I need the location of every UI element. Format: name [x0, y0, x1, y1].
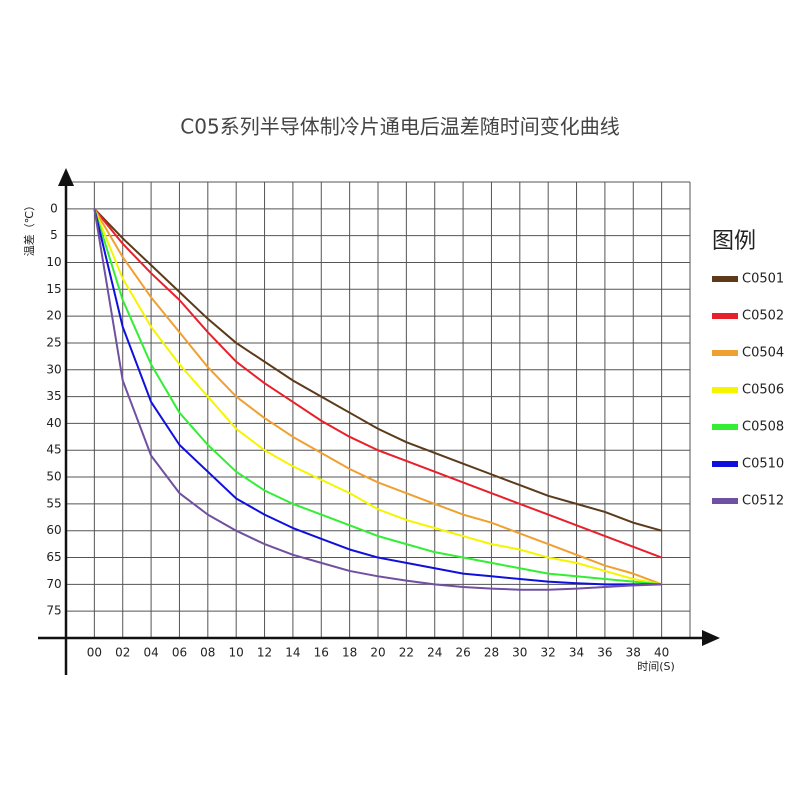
legend-label: C0508	[742, 420, 784, 435]
y-tick-label: 75	[46, 604, 61, 618]
x-tick-label: 22	[399, 646, 414, 660]
y-tick-label: 30	[46, 362, 61, 376]
y-tick-label: 40	[46, 416, 61, 430]
y-axis-arrow	[58, 168, 74, 186]
y-axis-label: 温差（℃）	[22, 200, 36, 256]
y-tick-label: 5	[50, 228, 58, 242]
x-axis-label: 时间(S)	[637, 660, 675, 673]
series-line	[93, 208, 662, 532]
legend-swatch	[712, 350, 738, 356]
legend-swatch	[712, 313, 738, 319]
legend-swatch	[712, 276, 738, 282]
x-tick-label: 34	[569, 646, 584, 660]
y-tick-label: 45	[46, 443, 61, 457]
x-tick-label: 10	[229, 646, 244, 660]
series-line	[93, 208, 662, 591]
legend-swatch	[712, 387, 738, 393]
legend-label: C0502	[742, 309, 784, 324]
x-tick-label: 38	[626, 646, 641, 660]
x-axis-arrow	[702, 630, 720, 646]
x-tick-label: 00	[87, 646, 102, 660]
legend-swatch	[712, 461, 738, 467]
chart-title: C05系列半导体制冷片通电后温差随时间变化曲线	[180, 115, 619, 139]
y-tick-label: 60	[46, 523, 61, 537]
y-tick-label: 35	[46, 389, 61, 403]
y-tick-label: 50	[46, 470, 61, 484]
legend-label: C0506	[742, 383, 784, 398]
x-tick-label: 12	[257, 646, 272, 660]
y-tick-label: 65	[46, 550, 61, 564]
x-tick-label: 36	[597, 646, 612, 660]
x-tick-label: 04	[143, 646, 158, 660]
legend-label: C0512	[742, 494, 784, 509]
legend-label: C0504	[742, 346, 784, 361]
x-tick-label: 06	[172, 646, 187, 660]
legend-label: C0510	[742, 457, 784, 472]
x-tick-label: 14	[285, 646, 300, 660]
legend-title: 图例	[712, 229, 756, 254]
series-line	[93, 208, 662, 586]
series-line	[93, 208, 662, 559]
y-tick-label: 15	[46, 282, 61, 296]
x-tick-label: 18	[342, 646, 357, 660]
x-tick-label: 26	[455, 646, 470, 660]
x-tick-label: 20	[370, 646, 385, 660]
series-line	[93, 208, 662, 586]
x-tick-label: 28	[484, 646, 499, 660]
y-tick-label: 70	[46, 577, 61, 591]
y-tick-label: 25	[46, 335, 61, 349]
series-line	[93, 208, 662, 586]
x-tick-label: 16	[314, 646, 329, 660]
y-tick-label: 10	[46, 255, 61, 269]
x-tick-label: 40	[654, 646, 669, 660]
x-tick-label: 30	[512, 646, 527, 660]
y-tick-label: 20	[46, 309, 61, 323]
legend-label: C0501	[742, 272, 784, 287]
legend-swatch	[712, 424, 738, 430]
legend-swatch	[712, 498, 738, 504]
y-tick-label: 55	[46, 496, 61, 510]
y-tick-label: 0	[50, 201, 58, 215]
x-tick-label: 02	[115, 646, 130, 660]
x-tick-label: 32	[541, 646, 556, 660]
x-tick-label: 08	[200, 646, 215, 660]
series-line	[93, 208, 662, 586]
x-tick-label: 24	[427, 646, 442, 660]
